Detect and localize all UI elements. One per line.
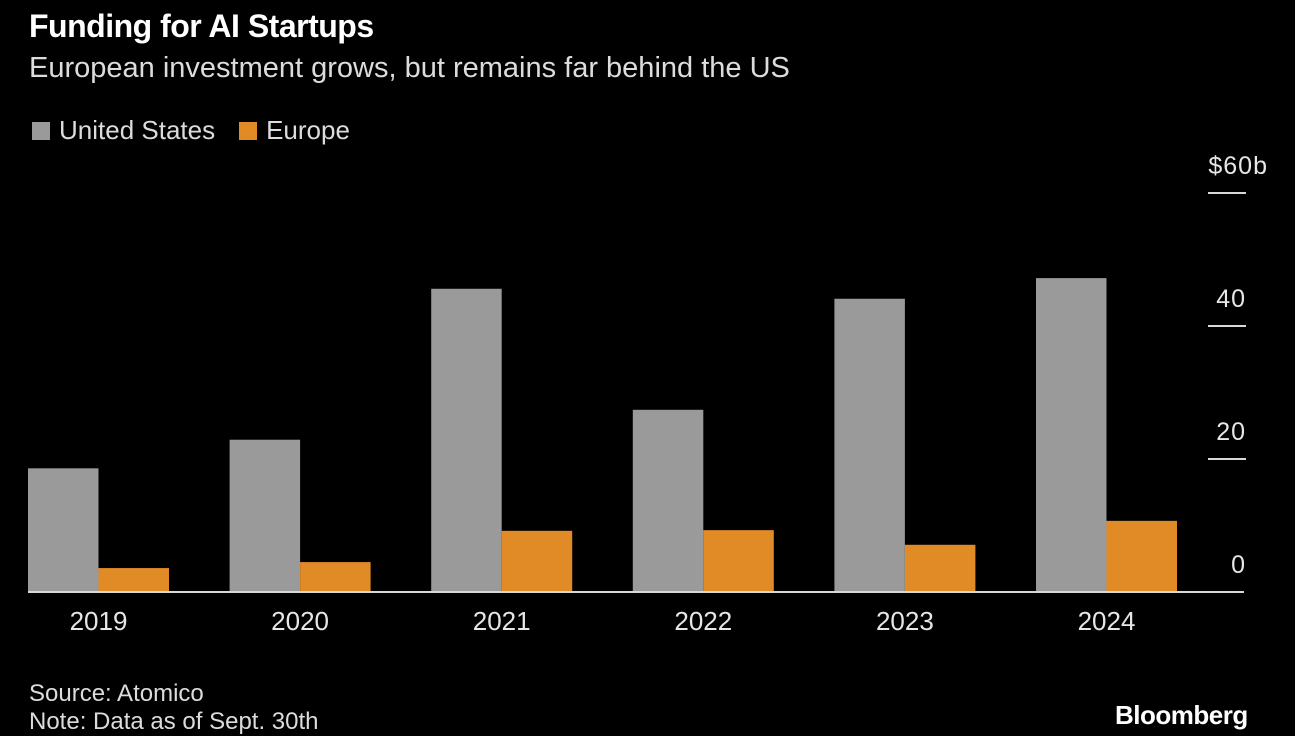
legend-label-united-states: United States	[59, 115, 216, 145]
y-tick-label: $60b	[1208, 152, 1268, 180]
source-text: Source: Atomico	[29, 680, 204, 707]
x-tick-label: 2024	[1078, 606, 1136, 636]
x-tick-label: 2021	[473, 606, 531, 636]
bar-europe-2024	[1106, 520, 1177, 592]
bar-europe-2020	[300, 562, 371, 592]
y-tick-label: 40	[1216, 285, 1246, 313]
bar-europe-2022	[703, 530, 774, 592]
x-tick-label: 2019	[70, 606, 128, 636]
bar-europe-2019	[98, 568, 169, 592]
legend-item-united-states: United States	[32, 115, 215, 146]
legend-swatch-europe	[239, 121, 258, 140]
x-tick-label: 2022	[674, 606, 732, 636]
bar-united-states-2020	[229, 439, 301, 592]
bar-europe-2023	[904, 544, 976, 592]
y-tick-label: 0	[1231, 551, 1246, 579]
bar-united-states-2021	[431, 288, 502, 592]
legend: United States Europe	[32, 115, 374, 146]
x-tick-label: 2023	[876, 606, 934, 636]
bar-europe-2021	[501, 530, 573, 592]
bar-united-states-2019	[28, 468, 99, 592]
bar-united-states-2024	[1036, 278, 1107, 592]
bar-united-states-2023	[834, 298, 905, 592]
bloomberg-logo: Bloomberg	[1115, 700, 1248, 730]
chart-subtitle: European investment grows, but remains f…	[29, 52, 790, 84]
chart-title: Funding for AI Startups	[29, 8, 374, 44]
legend-item-europe: Europe	[239, 115, 350, 146]
note-text: Note: Data as of Sept. 30th	[29, 708, 319, 735]
bar-united-states-2022	[632, 409, 704, 592]
x-tick-label: 2020	[271, 606, 329, 636]
y-tick-label: 20	[1216, 418, 1246, 446]
legend-swatch-united-states	[32, 121, 50, 140]
legend-label-europe: Europe	[266, 115, 350, 145]
